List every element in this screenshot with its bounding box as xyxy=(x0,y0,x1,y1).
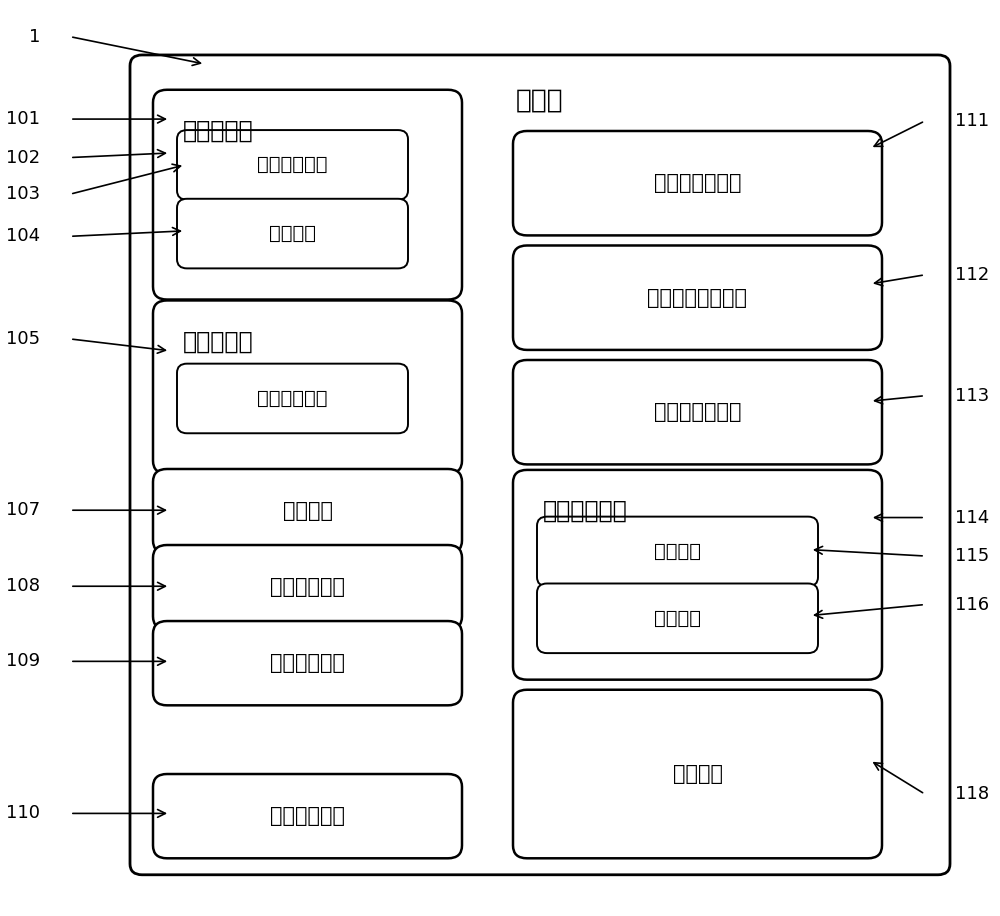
Text: 116: 116 xyxy=(955,595,989,614)
Text: 反馈模块: 反馈模块 xyxy=(269,224,316,243)
Text: 第一机械手: 第一机械手 xyxy=(183,119,254,143)
FancyBboxPatch shape xyxy=(537,583,818,653)
FancyBboxPatch shape xyxy=(513,245,882,350)
Text: 路径规划模块: 路径规划模块 xyxy=(543,499,628,523)
FancyBboxPatch shape xyxy=(153,469,462,553)
FancyBboxPatch shape xyxy=(153,545,462,629)
FancyBboxPatch shape xyxy=(513,470,882,680)
FancyBboxPatch shape xyxy=(513,690,882,858)
Text: 控制模块: 控制模块 xyxy=(672,764,722,784)
FancyBboxPatch shape xyxy=(153,621,462,705)
Text: 测量单元: 测量单元 xyxy=(654,542,701,561)
Text: 机器人: 机器人 xyxy=(516,88,564,114)
FancyBboxPatch shape xyxy=(177,364,408,433)
Text: 102: 102 xyxy=(6,148,40,167)
Text: 第一信号模块: 第一信号模块 xyxy=(257,156,328,174)
Text: 第二信号模块: 第二信号模块 xyxy=(257,389,328,408)
Text: 规划单元: 规划单元 xyxy=(654,609,701,627)
Text: 1: 1 xyxy=(29,27,40,46)
Text: 图像分割模块: 图像分割模块 xyxy=(270,806,345,826)
FancyBboxPatch shape xyxy=(153,300,462,474)
Text: 果蔬图像数据库: 果蔬图像数据库 xyxy=(654,173,741,193)
Text: 第二机械手: 第二机械手 xyxy=(183,330,254,354)
FancyBboxPatch shape xyxy=(130,55,950,875)
Text: 109: 109 xyxy=(6,652,40,671)
Text: 运动轨迹数据库: 运动轨迹数据库 xyxy=(654,402,741,422)
Text: 障碍物图像数据库: 障碍物图像数据库 xyxy=(648,288,748,308)
Text: 108: 108 xyxy=(6,577,40,595)
FancyBboxPatch shape xyxy=(177,199,408,268)
Text: 113: 113 xyxy=(955,387,989,405)
Text: 118: 118 xyxy=(955,785,989,803)
Text: 112: 112 xyxy=(955,266,989,284)
Text: 图像采集模块: 图像采集模块 xyxy=(270,653,345,673)
Text: 103: 103 xyxy=(6,185,40,203)
FancyBboxPatch shape xyxy=(537,517,818,586)
Text: 105: 105 xyxy=(6,330,40,348)
Text: 115: 115 xyxy=(955,547,989,565)
Text: 107: 107 xyxy=(6,501,40,519)
Text: 104: 104 xyxy=(6,227,40,245)
Text: 101: 101 xyxy=(6,110,40,128)
FancyBboxPatch shape xyxy=(513,131,882,235)
FancyBboxPatch shape xyxy=(153,774,462,858)
Text: 图像匹配模块: 图像匹配模块 xyxy=(270,577,345,597)
FancyBboxPatch shape xyxy=(153,90,462,300)
Text: 110: 110 xyxy=(6,804,40,823)
Text: 114: 114 xyxy=(955,508,989,527)
Text: 111: 111 xyxy=(955,112,989,130)
Text: 移动机构: 移动机构 xyxy=(283,501,332,521)
FancyBboxPatch shape xyxy=(177,130,408,200)
FancyBboxPatch shape xyxy=(513,360,882,464)
